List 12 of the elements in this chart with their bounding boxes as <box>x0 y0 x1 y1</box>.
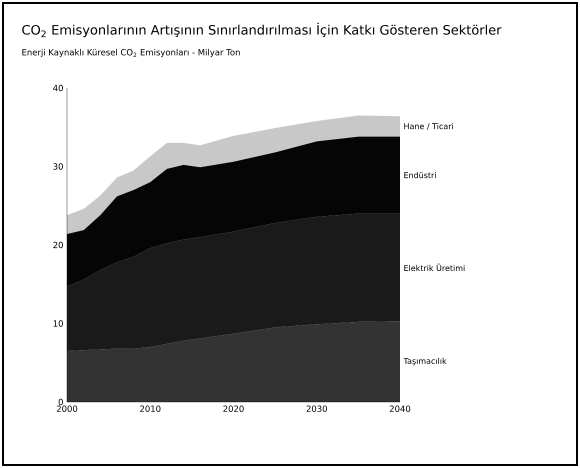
x-tick-label: 2010 <box>140 406 160 412</box>
chart-title: CO$_{2}$ Emisyonlarının Artışının Sınırlandırılması İçin Katkı Gösteren Sektörler <box>22 22 502 38</box>
y-tick-label: 10 <box>54 320 63 327</box>
y-tick-label: 20 <box>53 242 63 248</box>
chart-subtitle: Enerji Kaynaklı Küresel CO$_{2}$ Emisyonları - Milyar Ton <box>22 48 240 58</box>
x-tick-label: 2040 <box>390 406 410 412</box>
x-tick-label: 2030 <box>306 406 327 412</box>
y-tick-label: 30 <box>53 163 63 170</box>
y-tick-label: 0 <box>58 398 63 406</box>
y-tick-label: 40 <box>53 84 63 92</box>
x-tick-label: 2000 <box>56 406 78 412</box>
x-tick-label: 2020 <box>223 406 244 412</box>
